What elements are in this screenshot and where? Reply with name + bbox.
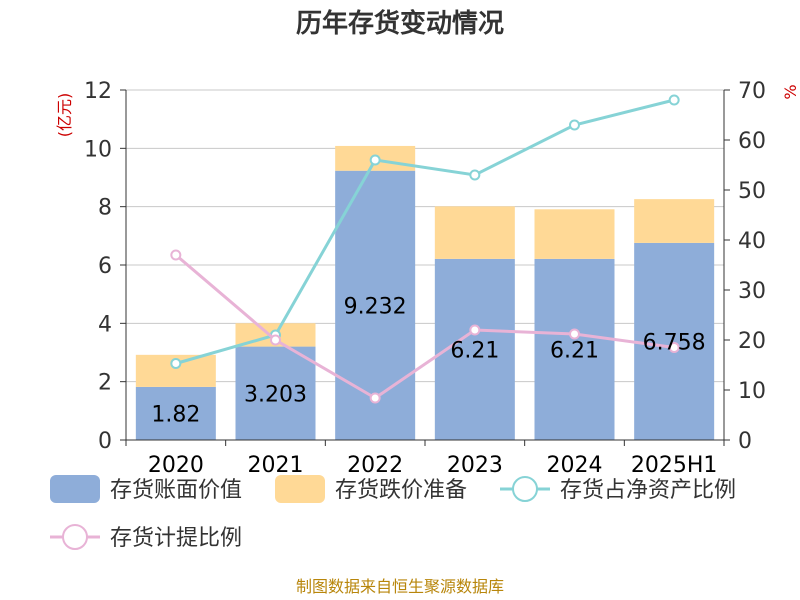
legend-provision-ratio-label: 存货计提比例: [110, 526, 242, 551]
left-tick-label: 6: [98, 254, 112, 279]
bar-impairment: [634, 199, 715, 243]
data-label: 9.232: [344, 294, 407, 319]
bar-impairment: [534, 209, 615, 259]
bars: [135, 145, 715, 440]
left-tick-label: 10: [84, 137, 112, 162]
legend-asset-ratio-label: 存货占净资产比例: [560, 478, 736, 503]
data-label: 6.758: [643, 330, 706, 355]
point-asset-ratio: [469, 169, 481, 181]
x-tick-label: 2025H1: [631, 453, 718, 478]
point-provision-ratio: [170, 249, 182, 261]
left-tick-label: 2: [98, 371, 112, 396]
x-tick-label: 2020: [148, 453, 204, 478]
right-tick-label: 20: [738, 329, 766, 354]
left-axis-unit: (亿元): [55, 93, 74, 138]
x-tick-label: 2021: [248, 453, 304, 478]
point-provision-ratio: [469, 324, 481, 336]
right-axis-unit: %: [781, 84, 800, 99]
source-note: 制图数据来自恒生聚源数据库: [296, 577, 504, 596]
legend-provision-ratio-swatch-marker: [62, 524, 88, 550]
line-provision-ratio: [174, 253, 675, 400]
point-provision-ratio: [369, 392, 381, 404]
point-provision-ratio: [569, 328, 580, 340]
legend-impairment-label: 存货跌价准备: [335, 478, 467, 503]
chart-title: 历年存货变动情况: [296, 8, 504, 39]
legend-book-value-swatch: [50, 475, 100, 503]
right-tick-label: 50: [738, 179, 766, 204]
line-asset-ratio: [175, 98, 675, 365]
right-tick-label: 10: [738, 379, 766, 404]
right-tick-label: 30: [738, 279, 766, 304]
axes: 0 2 4 6 8 10 12 0 10 20 30 40 50 60 70 2020 2021 2022 2023…: [84, 79, 766, 478]
right-tick-label: 70: [738, 79, 766, 104]
bar-book-value: [135, 386, 216, 440]
left-tick-label: 0: [98, 429, 112, 454]
point-asset-ratio: [668, 94, 680, 106]
data-label: 1.82: [151, 402, 200, 427]
legend-book-value-label: 存货账面价值: [110, 478, 242, 503]
bar-book-value: [534, 258, 615, 440]
data-labels: 1.82 3.203 9.232 6.21 6.21 6.758: [151, 294, 705, 427]
bar-impairment: [434, 206, 515, 259]
point-asset-ratio: [170, 358, 182, 369]
grid-lines: [126, 89, 724, 383]
legend-asset-ratio-swatch-marker: [512, 476, 538, 502]
right-tick-label: 60: [738, 129, 766, 154]
bar-book-value: [235, 346, 316, 440]
bar-book-value: [634, 242, 715, 440]
left-tick-label: 4: [98, 312, 112, 337]
right-tick-label: 0: [738, 429, 752, 454]
point-asset-ratio: [369, 154, 381, 166]
data-label: 6.21: [450, 338, 499, 363]
left-tick-label: 12: [84, 79, 112, 104]
x-tick-label: 2022: [347, 453, 403, 478]
x-tick-label: 2024: [547, 453, 603, 478]
legend-impairment-swatch: [275, 475, 325, 503]
left-tick-label: 8: [98, 196, 112, 221]
point-asset-ratio: [569, 119, 580, 131]
right-tick-label: 40: [738, 229, 766, 254]
data-label: 3.203: [244, 382, 307, 407]
data-label: 6.21: [550, 338, 599, 363]
point-provision-ratio: [668, 342, 680, 353]
point-provision-ratio: [270, 334, 281, 346]
x-tick-label: 2023: [447, 453, 503, 478]
line-series: [170, 94, 680, 404]
